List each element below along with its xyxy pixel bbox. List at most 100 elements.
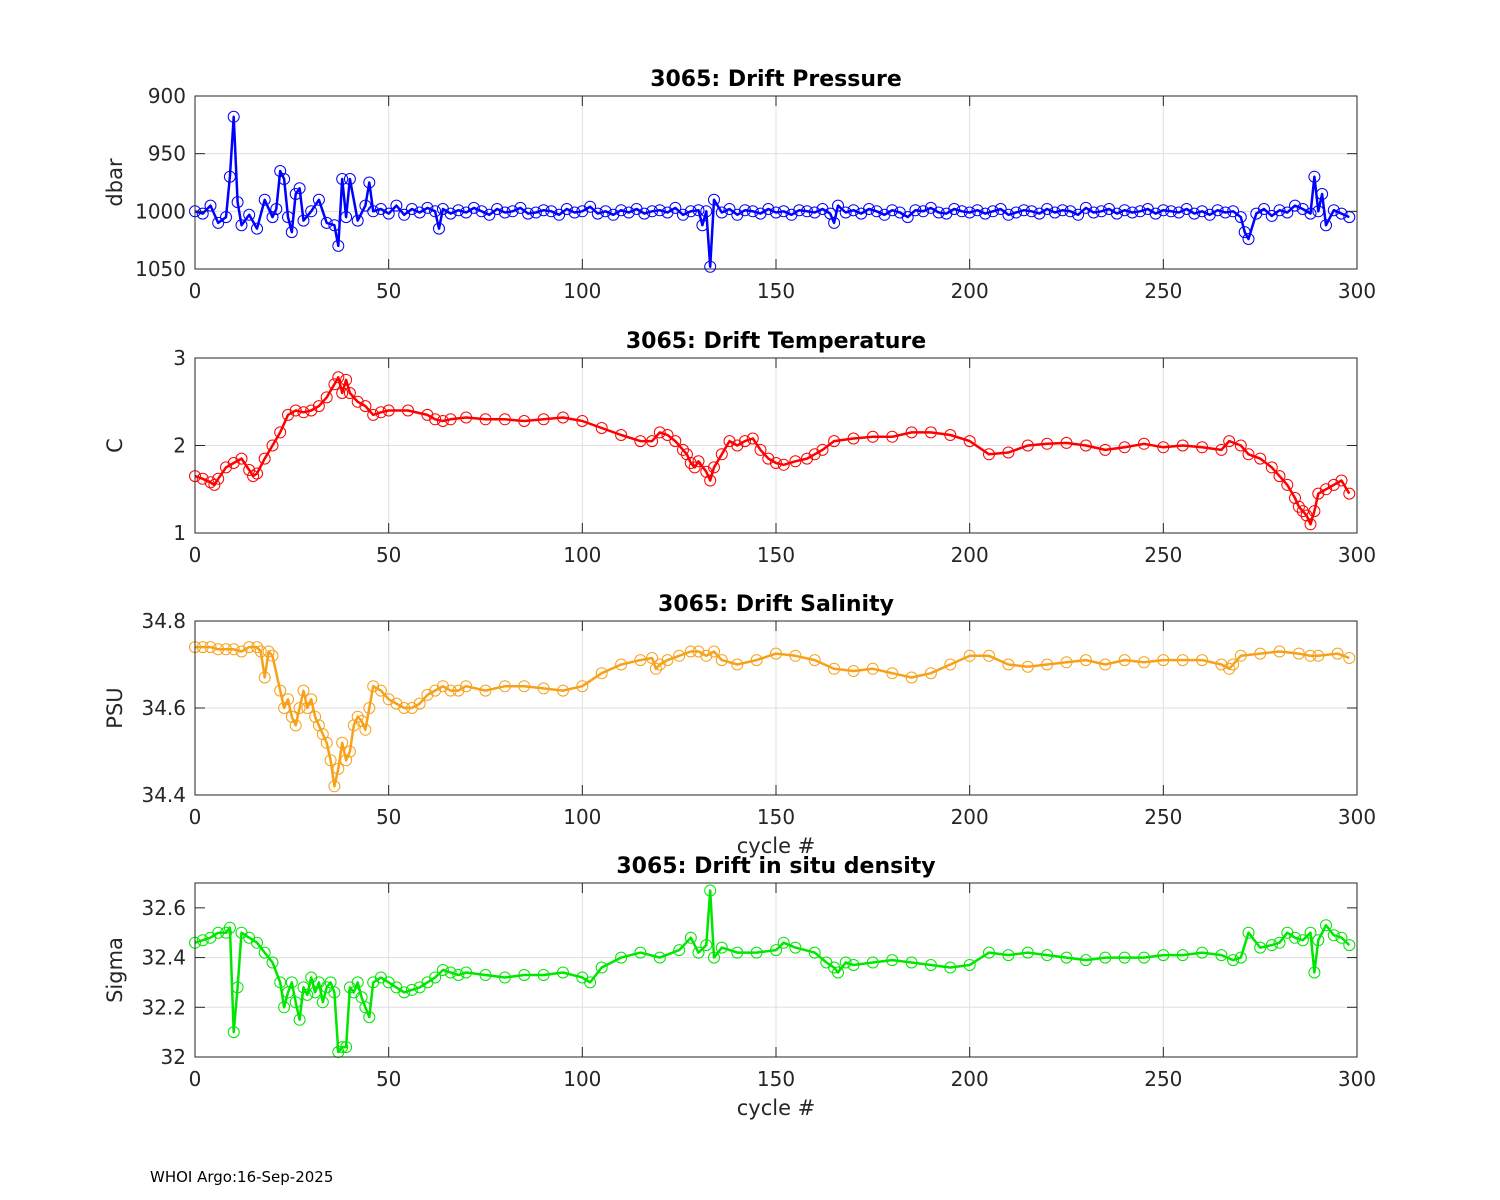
data-point — [452, 204, 465, 217]
data-point — [498, 680, 511, 693]
data-point — [359, 400, 372, 413]
data-point — [243, 464, 256, 476]
data-point — [955, 205, 968, 218]
data-point — [518, 969, 531, 981]
data-point — [638, 207, 651, 220]
data-point — [332, 239, 345, 252]
data-point — [948, 203, 961, 215]
data-point — [1289, 931, 1301, 944]
data-point — [382, 207, 395, 220]
data-point — [1312, 934, 1325, 947]
data-point — [1149, 207, 1162, 220]
data-point — [235, 645, 248, 658]
data-point — [320, 736, 333, 749]
data-point — [1017, 204, 1030, 217]
data-point — [905, 956, 918, 969]
x-tick-label: 50 — [376, 805, 401, 829]
x-tick-label: 150 — [757, 1067, 795, 1091]
x-axis-label: cycle # — [737, 1096, 816, 1120]
data-point — [251, 641, 263, 654]
data-point — [828, 435, 841, 448]
chart-panel-3: 0 50 100 150 200 250 300 34.4 34.6 34.8 3065: Drif… — [103, 592, 1376, 858]
data-point — [808, 946, 821, 959]
data-point — [1041, 437, 1054, 450]
y-tick-label: 900 — [148, 84, 186, 108]
data-point — [1273, 204, 1286, 217]
data-point — [789, 455, 802, 468]
data-point — [398, 986, 411, 999]
data-point — [363, 702, 376, 714]
data-point — [828, 216, 841, 229]
data-point — [808, 206, 821, 219]
data-point — [1079, 439, 1092, 452]
data-point — [266, 956, 279, 969]
data-point — [1234, 439, 1247, 452]
data-point — [537, 682, 550, 695]
data-point — [963, 435, 976, 448]
data-point — [777, 936, 790, 949]
data-point — [1254, 647, 1267, 660]
data-point — [545, 205, 558, 218]
data-point — [1118, 654, 1131, 667]
x-tick-label: 150 — [757, 279, 795, 303]
data-point — [444, 684, 457, 697]
data-point — [405, 983, 418, 996]
data-point — [723, 435, 736, 448]
data-point — [731, 439, 744, 452]
data-point — [770, 944, 782, 957]
data-point — [739, 204, 751, 217]
data-point — [584, 976, 597, 989]
data-point — [704, 884, 717, 897]
data-point — [483, 208, 496, 221]
data-point — [832, 966, 844, 979]
data-point — [297, 214, 310, 227]
x-tick-label: 300 — [1338, 805, 1376, 829]
data-point — [254, 645, 267, 658]
x-tick-label: 300 — [1338, 543, 1376, 567]
data-point — [762, 452, 775, 465]
data-point — [801, 452, 813, 465]
data-point — [909, 204, 922, 217]
data-point — [1099, 443, 1112, 456]
data-point — [1265, 939, 1278, 952]
data-point — [1002, 658, 1015, 671]
data-point — [754, 443, 767, 456]
data-point — [615, 204, 628, 217]
data-point — [1134, 205, 1147, 218]
chart-panel-2: 0 50 100 150 200 250 300 1 2 3 3065: Drift Tempera… — [103, 329, 1376, 567]
data-point — [1223, 662, 1236, 675]
data-point — [227, 1026, 240, 1039]
data-point — [983, 946, 995, 959]
data-point — [917, 205, 930, 218]
data-point — [340, 1041, 353, 1054]
data-point — [708, 645, 720, 658]
data-point — [1308, 505, 1321, 518]
y-tick-label: 3 — [173, 346, 186, 370]
data-point — [1157, 441, 1170, 454]
x-tick-label: 300 — [1338, 279, 1376, 303]
data-point — [312, 400, 325, 413]
data-point — [944, 429, 957, 441]
data-point — [1320, 483, 1332, 496]
y-tick-label: 2 — [173, 434, 186, 458]
data-point — [1296, 505, 1309, 518]
data-point — [1079, 654, 1092, 667]
data-point — [1196, 205, 1209, 218]
x-tick-label: 250 — [1144, 1067, 1182, 1091]
y-tick-label: 1000 — [135, 199, 186, 223]
data-point — [227, 110, 240, 123]
y-axis-label: dbar — [103, 158, 127, 207]
data-point — [1219, 206, 1232, 219]
x-tick-label: 100 — [563, 543, 601, 567]
data-point — [653, 658, 666, 671]
data-point — [1292, 647, 1305, 660]
data-point — [1110, 207, 1123, 220]
data-point — [316, 996, 329, 1009]
y-tick-label: 34.6 — [141, 696, 186, 720]
data-point — [297, 981, 310, 994]
data-point — [1021, 439, 1034, 452]
data-point — [560, 203, 573, 215]
data-point — [750, 654, 763, 667]
x-tick-label: 0 — [189, 1067, 202, 1091]
data-point — [278, 173, 291, 185]
